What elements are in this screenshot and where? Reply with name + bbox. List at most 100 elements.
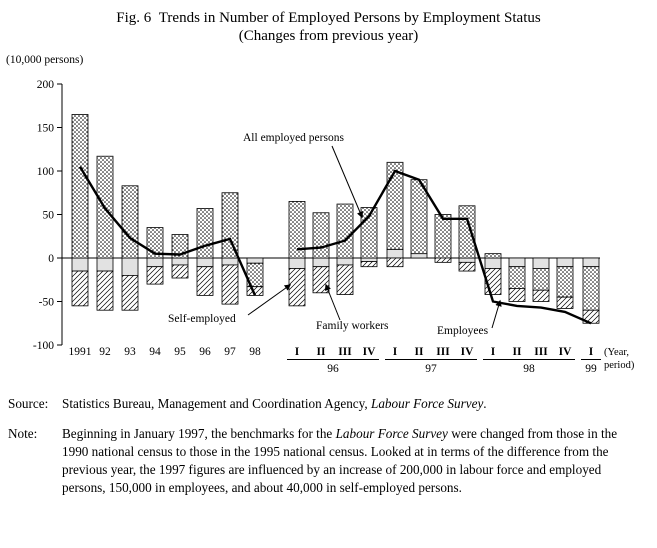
y-axis-unit-label: (10,000 persons): [6, 54, 83, 66]
bar-segment-family-workers: [171, 257, 189, 266]
bar-segment-employees: [582, 266, 600, 311]
bar-segment-employees: [336, 203, 354, 259]
bar-segment-employees: [532, 268, 550, 291]
x-label-year: 92: [99, 346, 111, 358]
y-tick-label: 100: [37, 166, 55, 178]
x-label-quarter: III: [436, 346, 450, 358]
bar-segment-family-workers: [146, 257, 164, 268]
bar-segment-family-workers: [360, 257, 378, 262]
x-label-quarter: I: [295, 346, 300, 358]
bar-segment-family-workers: [336, 257, 354, 266]
family-workers-label: Family workers: [316, 320, 389, 332]
y-tick-label: 0: [48, 253, 54, 265]
bar-segment-employees: [484, 253, 502, 259]
x-label-year: 93: [124, 346, 136, 358]
italic-text: Labour Force Survey: [370, 396, 484, 411]
text-run: were changed from those in the 1990 nati…: [62, 426, 618, 495]
bar-segment-family-workers: [246, 257, 264, 264]
note-text: Beginning in January 1997, the benchmark…: [62, 425, 643, 497]
bar-segment-employees: [71, 114, 89, 259]
x-label-year: 98: [249, 346, 261, 358]
bar-segment-self-employed: [146, 266, 164, 285]
y-tick-label: -100: [33, 340, 54, 352]
caption-block: Source: Statistics Bureau, Management an…: [0, 395, 657, 497]
note-row: Note: Beginning in January 1997, the ben…: [0, 425, 657, 497]
bar-segment-family-workers: [312, 257, 330, 268]
x-label-quarter: II: [317, 346, 326, 358]
x-label-year: 97: [224, 346, 236, 358]
bar-segment-family-workers: [386, 248, 404, 259]
y-tick-label: 200: [37, 79, 55, 91]
bar-segment-employees: [288, 201, 306, 259]
bar-segment-self-employed: [71, 270, 89, 307]
bar-segment-family-workers: [121, 257, 139, 276]
x-label-quarter: IV: [461, 346, 474, 358]
employment-status-chart: (10,000 persons) 200 150 100 50 0 -50 -100 1991 9…: [6, 54, 635, 375]
figure-title-line2: (Changes from previous year): [238, 28, 419, 44]
all-employed-persons-label: All employed persons: [243, 132, 344, 144]
x-label-group-year: 97: [425, 363, 437, 375]
bar-segment-self-employed: [312, 266, 330, 294]
y-tick-label: -50: [39, 297, 55, 309]
bar-segment-employees: [312, 212, 330, 259]
x-label-quarter: III: [338, 346, 352, 358]
text-run: .: [483, 396, 487, 411]
x-label-quarter: I: [491, 346, 496, 358]
bar-segment-self-employed: [246, 286, 264, 296]
bar-segment-family-workers: [582, 257, 600, 268]
text-run: Statistics Bureau, Management and Coordi…: [62, 396, 371, 411]
text-run: Beginning in January 1997, the benchmark…: [62, 426, 336, 441]
x-label-year: 95: [174, 346, 186, 358]
bar-segment-employees: [434, 214, 452, 259]
bar-segment-family-workers: [532, 257, 550, 269]
x-label-group-year: 96: [327, 363, 339, 375]
bar-segment-family-workers: [71, 257, 89, 272]
x-label-year: 1991: [69, 346, 92, 358]
bar-segment-self-employed: [96, 270, 114, 311]
bar-segment-family-workers: [410, 253, 428, 259]
bar-segment-self-employed: [386, 257, 404, 268]
italic-text: Labour Force Survey: [335, 426, 448, 441]
bar-segment-family-workers: [508, 257, 526, 268]
all-employed-line: [296, 169, 592, 325]
all-employed-persons-arrow: [331, 145, 363, 219]
x-label-year: 96: [199, 346, 211, 358]
bar-segment-self-employed: [288, 268, 306, 307]
x-label-year: 94: [149, 346, 161, 358]
bar-segment-family-workers: [96, 257, 114, 272]
x-label-quarter: I: [393, 346, 398, 358]
bar-segment-employees: [556, 266, 574, 298]
employees-arrow: [491, 299, 502, 329]
bar-segment-self-employed: [434, 257, 452, 263]
bar-segment-self-employed: [458, 261, 476, 272]
bar-segment-employees: [221, 192, 239, 259]
bar-segment-self-employed: [336, 264, 354, 295]
bar-segment-self-employed: [171, 264, 189, 279]
bar-segment-employees: [196, 208, 214, 259]
bar-segment-family-workers: [458, 257, 476, 263]
bar-segment-self-employed: [196, 266, 214, 296]
family-workers-arrow: [324, 283, 341, 321]
x-label-quarter: II: [415, 346, 424, 358]
x-label-quarter: I: [589, 346, 594, 358]
bar-segment-family-workers: [484, 257, 502, 269]
bar-segment-family-workers: [196, 257, 214, 268]
note-label: Note:: [8, 426, 38, 441]
y-tick-label: 150: [37, 123, 55, 135]
x-label-quarter: IV: [363, 346, 376, 358]
x-label-group-year: 99: [585, 363, 597, 375]
self-employed-label: Self-employed: [168, 313, 236, 325]
bar-segment-employees: [508, 266, 526, 289]
bar-segment-self-employed: [532, 289, 550, 302]
employees-label: Employees: [437, 325, 489, 337]
bar-segment-self-employed: [221, 264, 239, 305]
y-tick-label: 50: [43, 210, 55, 222]
x-label-quarter: II: [513, 346, 522, 358]
bar-segment-self-employed: [556, 296, 574, 309]
bar-segment-family-workers: [221, 257, 239, 266]
x-label-quarter: IV: [559, 346, 572, 358]
x-label-group-year: 98: [523, 363, 535, 375]
axis-note: (Year,: [604, 347, 629, 358]
bar-segment-employees: [121, 185, 139, 259]
